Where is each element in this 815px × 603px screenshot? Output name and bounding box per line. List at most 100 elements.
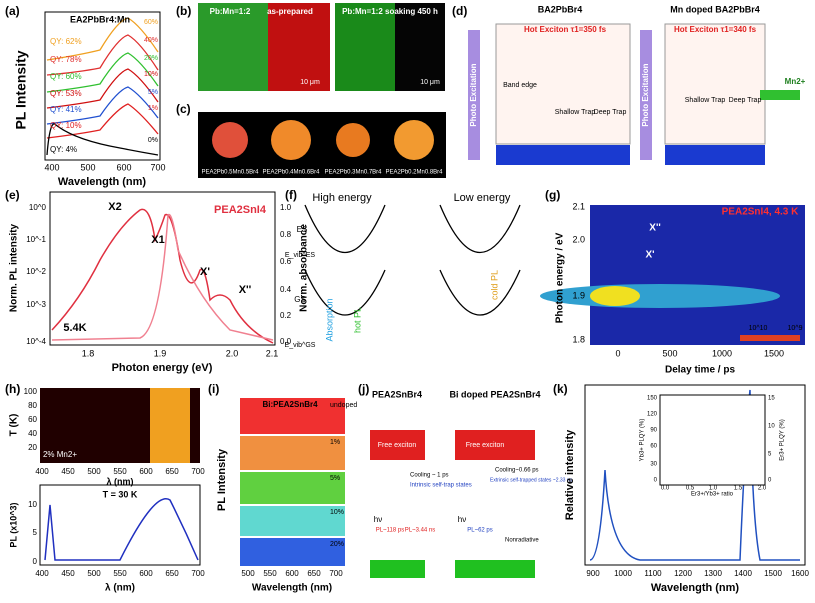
label: PEA2SnI4 bbox=[214, 204, 267, 216]
label: 60 bbox=[650, 444, 657, 450]
x-tick-label: 0 bbox=[615, 348, 620, 358]
label: Hot Exciton τ1=340 fs bbox=[674, 25, 757, 34]
j-right-box bbox=[455, 430, 535, 460]
label: PEA2Pb0.4Mn0.6Br4 bbox=[262, 170, 320, 176]
panel-label: (j) bbox=[358, 382, 369, 396]
x-tick-label: 900 bbox=[586, 569, 600, 578]
y-tick-label: 10^-2 bbox=[26, 267, 46, 276]
x-tick-label: 400 bbox=[44, 162, 59, 172]
b-image-dark bbox=[395, 3, 445, 91]
label: Photo Excitation bbox=[469, 63, 478, 126]
label: 5.4K bbox=[63, 322, 86, 334]
h-curve bbox=[44, 498, 199, 561]
label: 30 bbox=[650, 462, 657, 468]
panel-label: (c) bbox=[176, 102, 191, 116]
label: Shallow Trap bbox=[685, 97, 726, 104]
y2-tick-label: 0.0 bbox=[280, 337, 292, 346]
label: E_vib^GS bbox=[285, 342, 316, 349]
label: QY: 53% bbox=[50, 89, 82, 98]
y-tick-label: 1.9 bbox=[572, 290, 585, 300]
label: 40% bbox=[144, 37, 158, 44]
x-tick-label: 1.9 bbox=[154, 348, 167, 358]
x-tick-label: 2.1 bbox=[266, 348, 279, 358]
y-tick-label: 0 bbox=[33, 557, 38, 566]
k-inset bbox=[659, 394, 766, 486]
d-arrow bbox=[468, 30, 480, 160]
label: QY: 4% bbox=[50, 145, 77, 154]
x-tick-label: 1300 bbox=[704, 569, 722, 578]
panel-label: (g) bbox=[545, 188, 560, 202]
x-tick-label: 1500 bbox=[764, 348, 784, 358]
x-label: Delay time / ps bbox=[665, 365, 735, 376]
label: Absorption bbox=[324, 298, 334, 341]
y-tick-label: 20 bbox=[28, 443, 37, 452]
label: Extrinsic self-trapped states ~2.33 ns bbox=[490, 477, 573, 483]
label: 10^10 bbox=[749, 325, 768, 332]
d-arrow bbox=[640, 30, 652, 160]
h-map-band bbox=[150, 388, 190, 463]
label: High energy bbox=[312, 192, 372, 204]
x-tick-label: 600 bbox=[139, 569, 153, 578]
label: Nonradiative bbox=[505, 538, 539, 544]
label: 2% Mn2+ bbox=[43, 450, 77, 459]
x-tick-label: 500 bbox=[662, 348, 677, 358]
y-tick-label: 10 bbox=[28, 500, 37, 509]
label: 0% bbox=[148, 137, 158, 144]
label: E_vib^ES bbox=[285, 252, 315, 259]
x-tick-label: 650 bbox=[165, 569, 179, 578]
label: 20% bbox=[144, 55, 158, 62]
label: 10% bbox=[144, 71, 158, 78]
x-tick-label: 600 bbox=[139, 467, 153, 476]
y-label: PL Intensity bbox=[216, 448, 228, 511]
label: Er3+ PLQY (%) bbox=[780, 419, 786, 460]
x-tick-label: 500 bbox=[87, 467, 101, 476]
x-tick-label: 500 bbox=[80, 162, 95, 172]
y-tick-label: 10^0 bbox=[29, 203, 47, 212]
x-tick-label: 450 bbox=[61, 467, 75, 476]
label: Band edge bbox=[503, 82, 537, 89]
label: QY: 41% bbox=[50, 105, 82, 114]
y2-tick-label: 0.8 bbox=[280, 230, 292, 239]
label: Pb:Mn=1:2 soaking 450 h bbox=[342, 7, 438, 16]
panel-label: (k) bbox=[553, 382, 568, 396]
label: Photo Excitation bbox=[641, 63, 650, 126]
label: 20% bbox=[330, 541, 344, 548]
label: Cooling ~ 1 ps bbox=[410, 473, 449, 479]
y-tick-label: 2.0 bbox=[572, 234, 585, 244]
c-disk bbox=[212, 122, 248, 158]
x-tick-label: 2.0 bbox=[226, 348, 239, 358]
j-left-box bbox=[370, 430, 425, 460]
label: Bi doped PEA2SnBr4 bbox=[449, 389, 540, 399]
y2-tick-label: 0.2 bbox=[280, 311, 292, 320]
x-tick-label: 1.8 bbox=[82, 348, 95, 358]
panel-label: (d) bbox=[452, 4, 467, 18]
y-tick-label: 10^-1 bbox=[26, 235, 46, 244]
label: Er3+/Yb3+ ratio bbox=[691, 492, 734, 498]
c-disk bbox=[271, 120, 311, 160]
k-frame bbox=[584, 384, 806, 566]
label: 2.0 bbox=[758, 486, 767, 492]
label: undoped bbox=[330, 402, 357, 409]
label: X1 bbox=[151, 234, 164, 246]
x-tick-label: 650 bbox=[307, 569, 321, 578]
label: X' bbox=[200, 266, 210, 278]
h-frame bbox=[39, 484, 201, 566]
label: QY: 10% bbox=[50, 121, 82, 130]
y-label: Relative intensity bbox=[564, 429, 576, 520]
label: Hot Exciton τ1=350 fs bbox=[524, 25, 607, 34]
label: 5% bbox=[148, 89, 158, 96]
x-label: Wavelength (nm) bbox=[58, 176, 147, 188]
x-tick-label: 400 bbox=[35, 467, 49, 476]
label: 5% bbox=[330, 475, 340, 482]
label: X' bbox=[645, 250, 654, 261]
y-tick-label: 1.8 bbox=[572, 334, 585, 344]
y-tick-label: 2.1 bbox=[572, 201, 585, 211]
label: 15 bbox=[768, 396, 775, 402]
y2-tick-label: 0.6 bbox=[280, 257, 292, 266]
label: QY: 60% bbox=[50, 72, 82, 81]
label: Cooling~0.66 ps bbox=[495, 468, 539, 474]
x-tick-label: 1600 bbox=[791, 569, 809, 578]
label: T = 30 K bbox=[103, 489, 138, 499]
b-image-green bbox=[198, 3, 268, 91]
